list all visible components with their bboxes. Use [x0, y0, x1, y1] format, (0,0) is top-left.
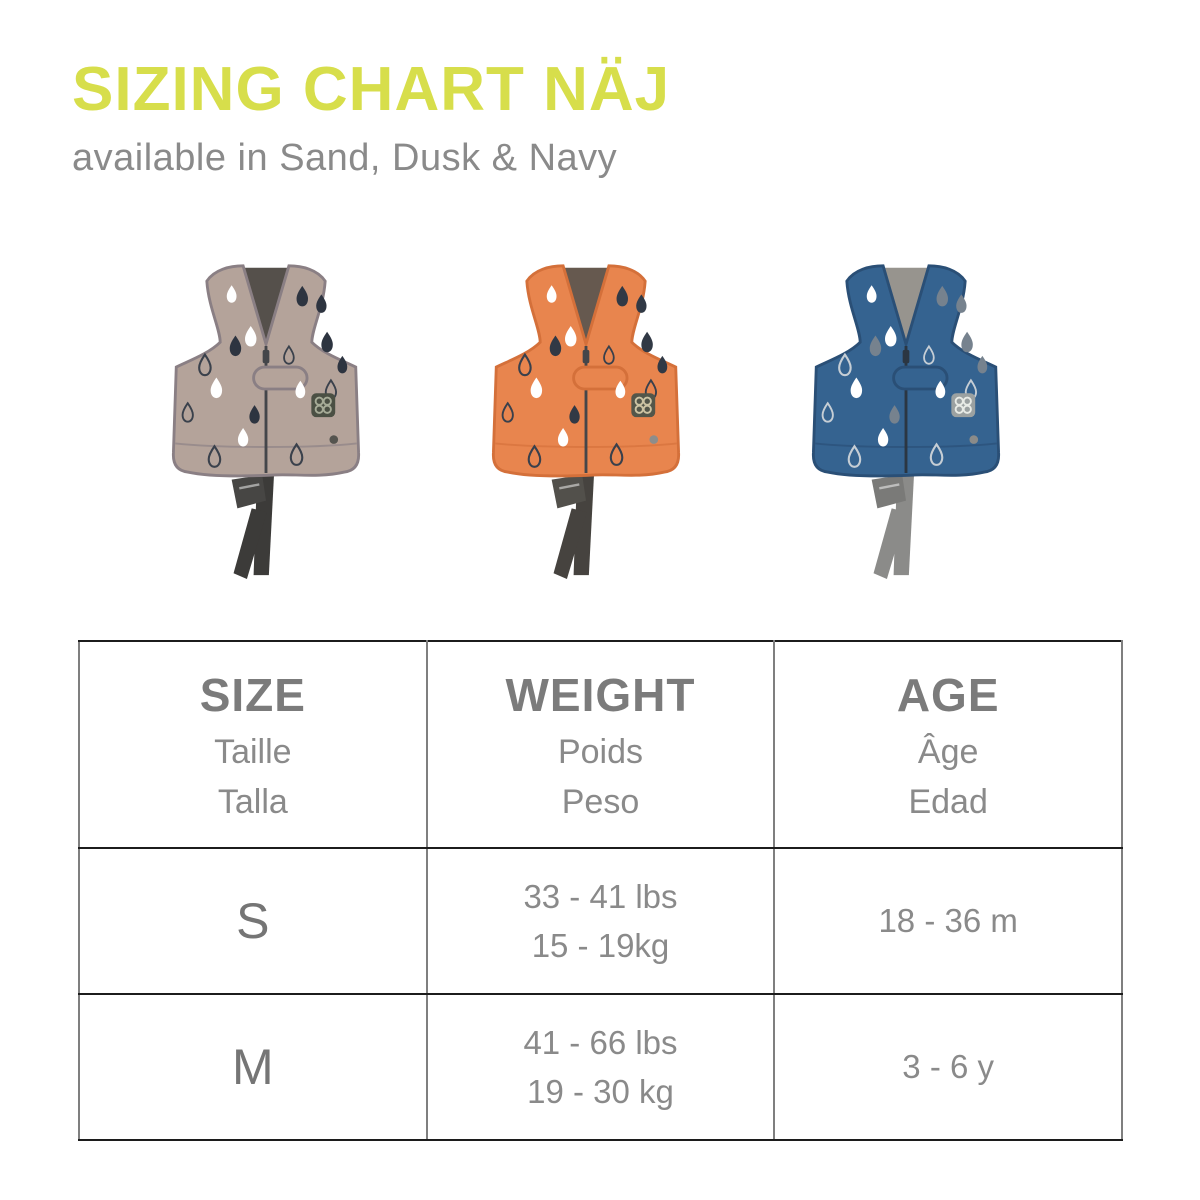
vest-images: [0, 258, 1186, 588]
velcro-tab: [252, 365, 309, 391]
column-title: AGE: [896, 668, 1000, 721]
vest-inner-back: [881, 267, 931, 347]
zipper-pull: [902, 349, 910, 364]
column-subtitle-es: Edad: [908, 782, 988, 821]
weight-kg: 19 - 30 kg: [527, 1073, 674, 1110]
page-title: SIZING CHART NÄJ: [72, 55, 671, 124]
buckle-icon: [871, 474, 906, 509]
vest-inner-back: [241, 267, 291, 347]
weight-value: 41 - 66 lbs 19 - 30 kg: [425, 993, 776, 1141]
navy-vest-image: [811, 264, 1001, 579]
size-value: M: [78, 993, 428, 1141]
column-header-age: AGE Âge Edad: [773, 640, 1123, 849]
weight-lbs: 33 - 41 lbs: [523, 877, 678, 915]
page-subtitle: available in Sand, Dusk & Navy: [72, 137, 618, 180]
table-header-row: SIZE Taille Talla WEIGHT Poids Peso AGE …: [78, 640, 1123, 849]
vest-navy: [801, 258, 1011, 588]
brand-patch-icon: [951, 393, 976, 418]
age-value: 18 - 36 m: [773, 847, 1123, 995]
column-subtitle-fr: Âge: [917, 732, 979, 771]
zipper-pull: [582, 349, 590, 364]
column-subtitle-es: Talla: [217, 782, 288, 821]
sand-vest-image: [171, 264, 361, 579]
brand-patch-icon: [311, 393, 336, 418]
table-row-size-s: S 33 - 41 lbs 15 - 19kg 18 - 36 m: [78, 847, 1123, 995]
age-value: 3 - 6 y: [773, 993, 1123, 1141]
patch-dot: [649, 435, 659, 444]
column-header-size: SIZE Taille Talla: [78, 640, 428, 849]
velcro-tab: [892, 365, 949, 391]
patch-dot: [329, 435, 339, 444]
buckle-icon: [551, 474, 586, 509]
brand-patch-icon: [631, 393, 656, 418]
column-subtitle-fr: Taille: [214, 732, 292, 771]
weight-value: 33 - 41 lbs 15 - 19kg: [425, 847, 776, 995]
column-subtitle-es: Peso: [561, 782, 640, 821]
vest-inner-back: [561, 267, 611, 347]
weight-kg: 15 - 19kg: [531, 927, 670, 964]
sizing-table: SIZE Taille Talla WEIGHT Poids Peso AGE …: [78, 640, 1123, 1141]
column-title: SIZE: [199, 668, 306, 721]
dusk-vest-image: [491, 264, 681, 579]
header: SIZING CHART NÄJ available in Sand, Dusk…: [72, 54, 670, 180]
weight-lbs: 41 - 66 lbs: [523, 1023, 678, 1061]
velcro-tab: [572, 365, 629, 391]
column-subtitle-fr: Poids: [557, 732, 644, 771]
size-value: S: [78, 847, 428, 995]
column-header-weight: WEIGHT Poids Peso: [425, 640, 776, 849]
column-title: WEIGHT: [505, 668, 696, 721]
buckle-icon: [231, 474, 266, 509]
zipper-pull: [262, 349, 270, 364]
vest-dusk: [481, 258, 691, 588]
table-row-size-m: M 41 - 66 lbs 19 - 30 kg 3 - 6 y: [78, 993, 1123, 1141]
vest-sand: [161, 258, 371, 588]
patch-dot: [969, 435, 979, 444]
